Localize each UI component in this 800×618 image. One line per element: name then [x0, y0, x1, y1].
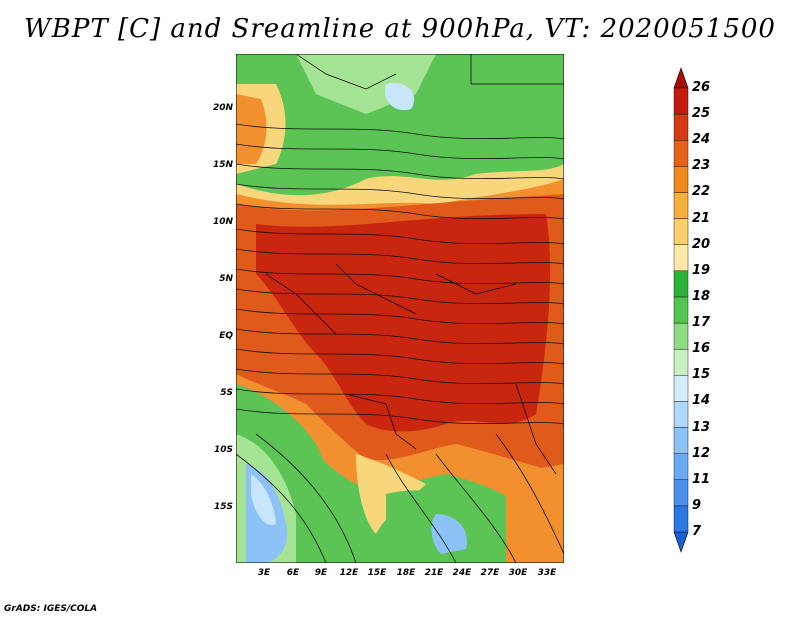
colorbar-segment: [673, 401, 689, 428]
streamlines: [236, 123, 564, 563]
lat-label-10n: 10N: [212, 217, 233, 227]
country-borders: [265, 54, 564, 475]
colorbar: [673, 67, 689, 553]
wbpt-field: [236, 54, 564, 563]
lat-label-20n: 20N: [212, 103, 233, 113]
colorbar-level-label: 23: [692, 158, 711, 174]
colorbar-level-label: 26: [692, 80, 711, 95]
colorbar-bottom-triangle: [673, 531, 689, 553]
lon-label-15e: 15E: [367, 568, 387, 578]
colorbar-segment: [673, 113, 689, 141]
colorbar-level-label: 24: [692, 132, 711, 148]
colorbar-level-label: 13: [692, 419, 711, 435]
wbpt-streamline-map: [236, 54, 564, 563]
lon-label-33e: 33E: [537, 568, 557, 578]
southwest-light-blue: [251, 474, 276, 525]
lon-label-6e: 6E: [286, 568, 300, 578]
colorbar-level-label: 11: [692, 471, 711, 487]
colorbar-top-triangle: [673, 67, 689, 89]
colorbar-segment: [673, 87, 689, 115]
southeast-orange-region: [506, 464, 564, 563]
colorbar-segments: [673, 67, 689, 553]
lat-label-15s: 15S: [213, 502, 233, 512]
lat-label-15n: 15N: [212, 160, 233, 170]
west-orange-patch: [236, 94, 267, 164]
lon-label-27e: 27E: [480, 568, 500, 578]
lat-label-5n: 5N: [219, 274, 233, 284]
colorbar-level-label: 16: [692, 341, 711, 357]
chart-title: WBPT [C] and Sreamline at 900hPa, VT: 20…: [24, 14, 776, 44]
colorbar-segment: [673, 296, 689, 324]
colorbar-level-label: 14: [692, 393, 711, 409]
colorbar-level-label: 9: [692, 497, 702, 513]
lat-label-5s: 5S: [220, 388, 233, 398]
colorbar-level-label: 7: [692, 524, 702, 539]
colorbar-level-label: 20: [692, 236, 711, 252]
colorbar-segment: [673, 244, 689, 272]
colorbar-level-label: 25: [692, 106, 711, 122]
colorbar-level-label: 12: [692, 445, 711, 461]
colorbar-level-label: 21: [692, 210, 711, 226]
colorbar-level-label: 19: [692, 262, 711, 278]
grads-credit: GrADS: IGES/COLA: [4, 604, 98, 614]
lon-label-21e: 21E: [424, 568, 444, 578]
colorbar-segment: [673, 218, 689, 245]
colorbar-level-label: 15: [692, 367, 711, 383]
lon-label-30e: 30E: [508, 568, 528, 578]
light-blue-patch: [385, 83, 415, 111]
lat-label-eq: EQ: [219, 331, 233, 341]
colorbar-segment: [673, 505, 689, 533]
lat-label-10s: 10S: [213, 445, 233, 455]
lon-label-9e: 9E: [314, 568, 328, 578]
colorbar-segment: [673, 375, 689, 402]
lon-label-12e: 12E: [339, 568, 359, 578]
lon-label-18e: 18E: [396, 568, 416, 578]
colorbar-segment: [673, 166, 689, 193]
colorbar-level-label: 18: [692, 288, 711, 304]
lon-label-3e: 3E: [257, 568, 271, 578]
colorbar-segment: [673, 140, 689, 167]
colorbar-segment: [673, 427, 689, 454]
south-blue-patch: [431, 514, 467, 554]
colorbar-segment: [673, 192, 689, 219]
colorbar-segment: [673, 322, 689, 350]
red-core: [256, 214, 551, 432]
colorbar-segment: [673, 348, 689, 376]
lon-label-24e: 24E: [452, 568, 472, 578]
colorbar-segment: [673, 453, 689, 480]
colorbar-level-label: 22: [692, 184, 711, 200]
colorbar-segment: [673, 270, 689, 298]
colorbar-segment: [673, 479, 689, 507]
colorbar-level-label: 17: [692, 315, 711, 331]
